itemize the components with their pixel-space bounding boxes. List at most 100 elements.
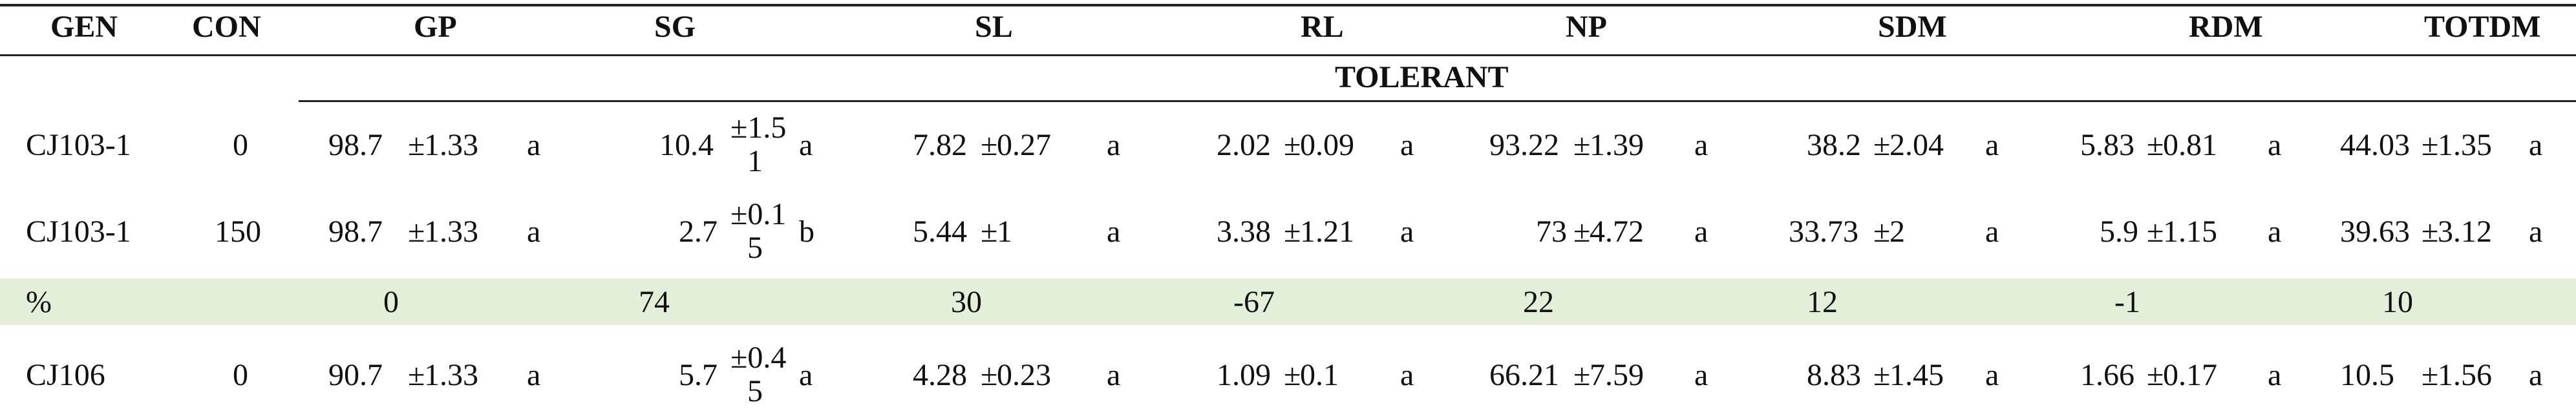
group-rule <box>299 100 2576 102</box>
cell-gp-letter: a <box>527 215 541 249</box>
percent-rl: -67 <box>1233 285 1275 319</box>
cell-rl-error: 1.21 <box>1300 215 1354 249</box>
cell-np-error: 4.72 <box>1590 215 1644 249</box>
cell-rl-value: 2.02 <box>1217 128 1271 162</box>
header-sg: SG <box>654 10 696 44</box>
cell-totdm-error: 1.56 <box>2438 358 2492 392</box>
cell-gp-letter: a <box>527 128 541 162</box>
plus-minus: ± <box>1573 358 1591 392</box>
sg-error-part1: 0.4 <box>747 341 787 375</box>
cell-gp-error: 1.33 <box>424 128 478 162</box>
cell-sl-error: 0.23 <box>997 358 1051 392</box>
cell-sl-letter: a <box>1107 128 1121 162</box>
cell-totdm-letter: a <box>2529 215 2543 249</box>
cell-gen: CJ103-1 <box>26 128 131 162</box>
cell-sl-letter: a <box>1107 358 1121 392</box>
cell-sl-value: 5.44 <box>913 215 967 249</box>
header-gen: GEN <box>50 10 118 44</box>
cell-con: 0 <box>233 128 248 162</box>
cell-sg-letter: b <box>799 215 814 249</box>
plus-minus: ± <box>1284 128 1301 162</box>
cell-np-error: 1.39 <box>1590 128 1644 162</box>
cell-sdm-letter: a <box>1985 128 1999 162</box>
header-rl: RL <box>1301 10 1344 44</box>
cell-gp-value: 98.7 <box>328 215 383 249</box>
cell-sdm-error: 1.45 <box>1889 358 1944 392</box>
plus-minus: ± <box>981 128 998 162</box>
cell-rdm-error: 0.81 <box>2163 128 2217 162</box>
cell-rl-letter: a <box>1400 128 1414 162</box>
cell-totdm-value: 10.5 <box>2340 358 2394 392</box>
cell-sg-error: ±0.1 5 <box>730 198 786 265</box>
cell-sdm-error: 2.04 <box>1889 128 1944 162</box>
percent-sg: 74 <box>639 285 670 319</box>
plus-minus: ± <box>1284 215 1301 249</box>
percent-sdm: 12 <box>1807 285 1838 319</box>
plus-minus: ± <box>1284 358 1301 392</box>
header-sdm: SDM <box>1878 10 1947 44</box>
header-sl: SL <box>975 10 1013 44</box>
cell-gp-value: 90.7 <box>328 358 383 392</box>
percent-label: % <box>26 285 52 319</box>
cell-sdm-letter: a <box>1985 215 1999 249</box>
cell-totdm-value: 44.03 <box>2340 128 2410 162</box>
group-label: TOLERANT <box>1335 60 1509 94</box>
cell-sg-error: ±0.4 5 <box>730 341 786 408</box>
plus-minus: ± <box>2422 358 2439 392</box>
plus-minus: ± <box>1573 215 1591 249</box>
cell-gp-error: 1.33 <box>424 215 478 249</box>
plus-minus: ± <box>730 110 748 145</box>
plus-minus: ± <box>981 358 998 392</box>
percent-totdm: 10 <box>2382 285 2413 319</box>
plus-minus: ± <box>2422 215 2439 249</box>
percent-gp: 0 <box>383 285 399 319</box>
sg-error-part2: 5 <box>747 231 763 265</box>
cell-totdm-letter: a <box>2529 358 2543 392</box>
plus-minus: ± <box>730 341 748 375</box>
plus-minus: ± <box>1573 128 1591 162</box>
plus-minus: ± <box>408 128 425 162</box>
header-gp: GP <box>414 10 457 44</box>
header-rdm: RDM <box>2189 10 2263 44</box>
cell-rl-letter: a <box>1400 358 1414 392</box>
cell-np-letter: a <box>1694 128 1708 162</box>
plus-minus: ± <box>408 215 425 249</box>
cell-sg-letter: a <box>799 358 813 392</box>
plus-minus: ± <box>1873 128 1891 162</box>
header-rule <box>0 54 2576 56</box>
cell-sdm-error: 2 <box>1889 215 1905 249</box>
cell-rdm-letter: a <box>2268 358 2282 392</box>
plus-minus: ± <box>1873 358 1891 392</box>
cell-sdm-letter: a <box>1985 358 1999 392</box>
cell-rdm-error: 1.15 <box>2163 215 2217 249</box>
cell-gen: CJ106 <box>26 358 105 392</box>
plus-minus: ± <box>2422 128 2439 162</box>
cell-totdm-letter: a <box>2529 128 2543 162</box>
cell-rdm-letter: a <box>2268 215 2282 249</box>
cell-sl-error: 0.27 <box>997 128 1051 162</box>
percent-row-highlight <box>0 278 2576 325</box>
percent-np: 22 <box>1523 285 1554 319</box>
cell-np-value: 93.22 <box>1489 128 1559 162</box>
cell-rl-value: 1.09 <box>1217 358 1271 392</box>
cell-sg-value: 2.7 <box>679 215 718 249</box>
cell-totdm-error: 1.35 <box>2438 128 2492 162</box>
cell-np-letter: a <box>1694 215 1708 249</box>
cell-con: 150 <box>215 215 261 249</box>
cell-rdm-value: 5.9 <box>2100 215 2138 249</box>
cell-np-value: 73 <box>1536 215 1567 249</box>
cell-rdm-value: 1.66 <box>2080 358 2134 392</box>
sg-error-part1: 1.5 <box>747 110 787 145</box>
plus-minus: ± <box>1873 215 1891 249</box>
cell-np-value: 66.21 <box>1489 358 1559 392</box>
sg-error-part2: 1 <box>747 144 763 178</box>
plus-minus: ± <box>730 197 748 231</box>
cell-sg-value: 5.7 <box>679 358 718 392</box>
cell-gen: CJ103-1 <box>26 215 131 249</box>
plus-minus: ± <box>2147 358 2164 392</box>
cell-rdm-letter: a <box>2268 128 2282 162</box>
cell-sl-letter: a <box>1107 215 1121 249</box>
cell-rl-error: 0.09 <box>1300 128 1354 162</box>
cell-totdm-value: 39.63 <box>2340 215 2410 249</box>
